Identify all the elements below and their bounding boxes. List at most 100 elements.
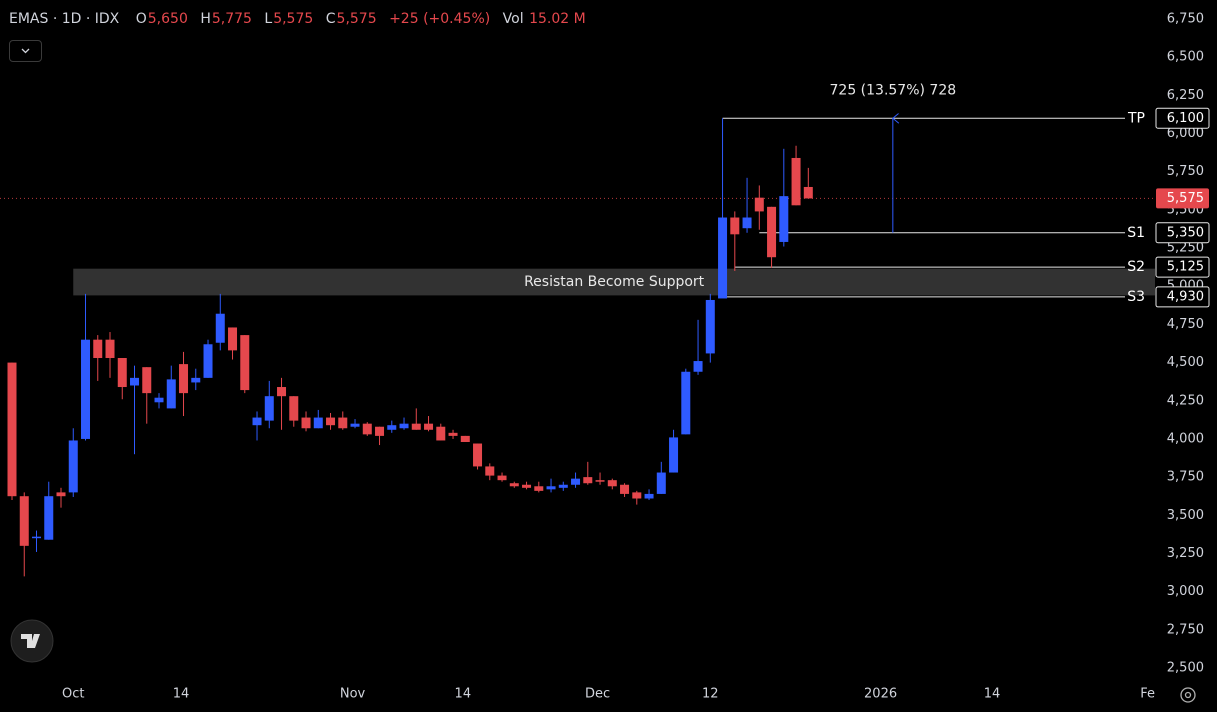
ohlc-key: L (264, 11, 273, 27)
y-tick-label: 2,750 (1167, 622, 1204, 637)
candle-body (142, 367, 152, 394)
candle-body (130, 377, 140, 386)
x-tick-label: 14 (455, 687, 472, 702)
candle-body (277, 387, 287, 397)
candle-body (534, 486, 544, 491)
candle-body (289, 396, 299, 421)
ohlc-key: O (135, 11, 147, 27)
y-tick-label: 4,500 (1167, 355, 1204, 370)
candle-body (767, 206, 777, 258)
candle-body (742, 217, 752, 229)
candle-body (44, 496, 54, 540)
candle-body (117, 358, 127, 388)
candle-body (632, 492, 642, 499)
y-tick-label: 5,250 (1167, 241, 1204, 256)
ohlc-value: 5,575 (336, 11, 377, 27)
chevron-path[interactable] (21, 48, 30, 54)
ohlc-value: 5,775 (211, 11, 252, 27)
x-tick-label: 14 (173, 687, 190, 702)
level-box (1155, 107, 1210, 129)
x-tick-label: 14 (984, 687, 1001, 702)
x-tick-label: Dec (585, 687, 610, 702)
y-tick-label: 4,000 (1167, 431, 1204, 446)
last-price-label: 5,575 (1167, 191, 1204, 206)
candle-body (228, 327, 238, 351)
candle-body (313, 417, 323, 429)
y-tick-label: 3,750 (1167, 470, 1204, 485)
x-tick-label: 2026 (864, 687, 897, 702)
candle-body (191, 377, 201, 383)
candle-body (350, 423, 360, 427)
candle-body (203, 344, 213, 378)
level-label: 5,350 (1167, 225, 1204, 240)
candle-body (754, 197, 764, 212)
candle-body (240, 335, 250, 391)
last-price-box (1156, 188, 1209, 209)
candle-body (693, 361, 703, 372)
candle-body (644, 493, 654, 499)
candle-body (399, 423, 409, 429)
candle-body (571, 478, 581, 485)
level-label: 5,125 (1167, 260, 1204, 275)
y-tick-label: 4,250 (1167, 393, 1204, 408)
level-label: 6,100 (1167, 111, 1204, 126)
candle-body (497, 475, 507, 481)
candle-body (448, 432, 458, 436)
legend-header: EMAS · 1D · IDX O5,650 H5,775 L5,575 C5,… (9, 11, 594, 27)
settings-core[interactable] (1184, 691, 1192, 699)
level-name: S2 (1127, 259, 1145, 275)
collapse-button[interactable] (9, 40, 42, 62)
ohlc-value: 5,575 (273, 11, 314, 27)
candle-body (264, 396, 274, 421)
candle-body (154, 397, 164, 403)
y-tick-label: 3,500 (1167, 508, 1204, 523)
settings-icon[interactable] (1180, 687, 1196, 703)
candle-body (387, 425, 397, 430)
ohlc-key: H (200, 11, 211, 27)
x-tick-label: Fe (1140, 687, 1155, 702)
candle-body (436, 426, 446, 441)
y-tick-label: 6,000 (1167, 126, 1204, 141)
zone-label: Resistan Become Support (524, 274, 705, 290)
level-box (1155, 286, 1210, 308)
x-tick-label: Nov (340, 687, 366, 702)
level-label: 4,930 (1167, 289, 1204, 304)
settings-ring[interactable] (1180, 687, 1196, 703)
y-tick-label: 6,250 (1167, 88, 1204, 103)
level-name: S3 (1127, 289, 1145, 305)
candle-body (32, 536, 42, 539)
candle-body (595, 480, 605, 482)
logo[interactable] (10, 619, 54, 663)
candle-body (460, 435, 470, 442)
vol-key: Vol (502, 11, 524, 27)
chevron[interactable] (10, 41, 41, 61)
y-tick-label: 3,250 (1167, 546, 1204, 561)
level-box (1155, 222, 1210, 244)
candle-body (779, 196, 789, 242)
candle-body (7, 362, 17, 497)
ohlc-value: 5,650 (147, 11, 188, 27)
candle-body (215, 313, 225, 343)
candle-body (607, 480, 617, 487)
candle-body (705, 299, 715, 354)
logo-mark[interactable] (21, 634, 40, 648)
level-name: TP (1127, 110, 1145, 126)
candle-body (522, 484, 532, 488)
zone (73, 268, 1156, 296)
candle-body (362, 423, 372, 435)
candle-body (473, 443, 483, 467)
candle-body (558, 484, 568, 488)
y-tick-label: 2,500 (1167, 661, 1204, 676)
candle-body (546, 486, 556, 490)
candle-body (583, 477, 593, 484)
candle-body (252, 417, 262, 426)
candle-body (730, 217, 740, 235)
measure-label: 725 (13.57%) 728 (830, 82, 957, 98)
x-tick-label: Oct (62, 687, 84, 702)
change: +25 (+0.45%) (389, 11, 491, 27)
level-name: S1 (1127, 225, 1145, 241)
y-tick-label: 4,750 (1167, 317, 1204, 332)
candle-body (656, 472, 666, 494)
